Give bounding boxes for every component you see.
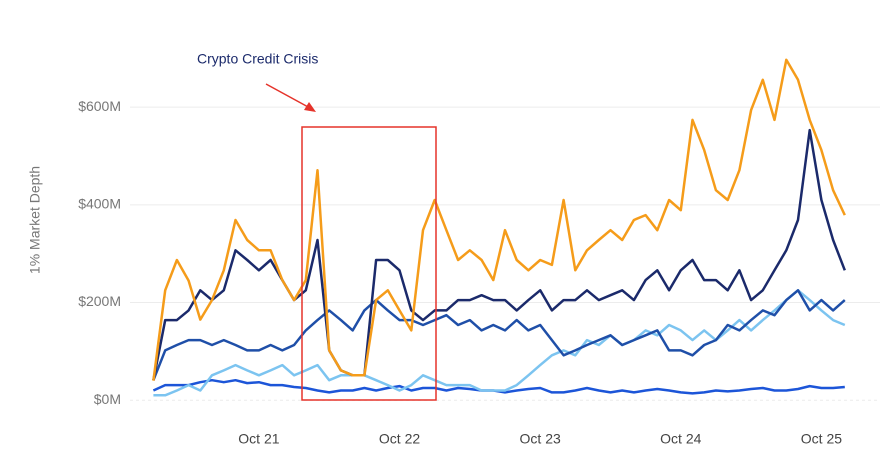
x-tick-label: Oct 24 bbox=[660, 431, 701, 447]
y-tick-label: $600M bbox=[78, 98, 121, 114]
y-tick-label: $0M bbox=[94, 391, 121, 407]
y-tick-label: $200M bbox=[78, 293, 121, 309]
arrow bbox=[265, 83, 311, 109]
arrow-head bbox=[304, 102, 316, 112]
y-axis-label: 1% Market Depth bbox=[27, 166, 43, 274]
series-line bbox=[152, 289, 846, 381]
series-line bbox=[153, 289, 846, 397]
x-tick-label: Oct 22 bbox=[379, 431, 420, 447]
x-tick-label: Oct 23 bbox=[520, 431, 561, 447]
annotation: Crypto Credit Crisis bbox=[197, 51, 318, 67]
series-line bbox=[152, 128, 846, 381]
series-line bbox=[152, 58, 846, 381]
highlight-box bbox=[301, 126, 437, 401]
x-tick-label: Oct 25 bbox=[801, 431, 842, 447]
y-tick-label: $400M bbox=[78, 196, 121, 212]
x-tick-label: Oct 21 bbox=[238, 431, 279, 447]
